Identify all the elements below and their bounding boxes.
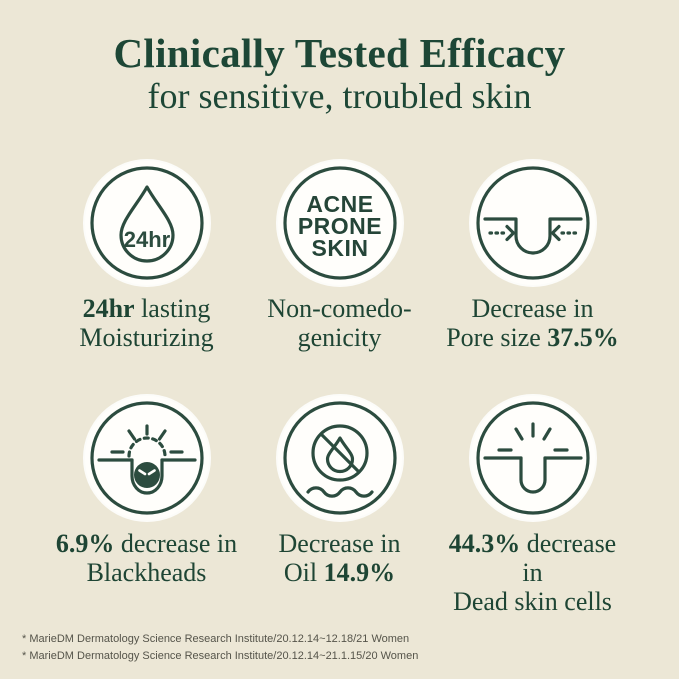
blackhead-icon <box>89 401 204 515</box>
water-drop-shape <box>118 185 175 263</box>
icon-disc: 24hr <box>84 160 209 285</box>
angry-face <box>137 469 156 476</box>
card-caption: Decrease in Pore size 37.5% <box>446 294 619 352</box>
card-caption: 44.3% decrease in Dead skin cells <box>436 529 629 616</box>
icon-skin-label: SKIN <box>311 235 368 261</box>
card-caption: 24hr lasting Moisturizing <box>79 294 213 352</box>
dashed-arc <box>126 436 167 458</box>
dead-skin-cells-icon <box>475 401 590 515</box>
page-subtitle: for sensitive, troubled skin <box>147 76 532 117</box>
caption-line: Moisturizing <box>79 322 214 352</box>
caption-line: Decrease in <box>471 293 594 323</box>
icon-disc <box>277 395 402 520</box>
no-oil-icon <box>282 401 397 515</box>
card-blackheads: 6.9% decrease in Blackheads <box>50 395 243 616</box>
caption-line: Pore size 37.5% <box>446 322 619 352</box>
arrow-right-chevron <box>504 224 515 241</box>
caption-line: Decrease in <box>278 528 401 558</box>
footnotes: * MarieDM Dermatology Science Research I… <box>22 631 418 665</box>
arrow-left-chevron <box>550 224 561 241</box>
icon-prone-label: PRONE <box>297 213 381 239</box>
header: Clinically Tested Efficacy for sensitive… <box>0 0 679 117</box>
footnote-line-1: * MarieDM Dermatology Science Research I… <box>22 632 410 645</box>
pore-shape <box>129 458 164 495</box>
icon-disc <box>84 395 209 520</box>
card-non-comedogenic: ACNE PRONE SKIN Non-comedo- genicity <box>243 160 436 352</box>
page-title: Clinically Tested Efficacy <box>113 30 566 76</box>
card-oil: Decrease in Oil 14.9% <box>243 395 436 616</box>
caption-line: genicity <box>297 322 382 352</box>
caption-line: Oil 14.9% <box>283 558 396 588</box>
oil-drop-shape <box>325 436 354 474</box>
icon-acne-label: ACNE <box>306 191 373 217</box>
pore-shape <box>518 456 547 494</box>
card-dead-skin: 44.3% decrease in Dead skin cells <box>436 395 629 616</box>
caption-line: 44.3% decrease in <box>448 528 617 588</box>
caption-line: 6.9% decrease in <box>55 528 238 558</box>
caption-line: 24hr lasting <box>82 293 211 323</box>
icon-disc <box>470 395 595 520</box>
rays <box>496 422 569 452</box>
footnote-line-2: * MarieDM Dermatology Science Research I… <box>22 649 419 662</box>
moisture-drop-icon: 24hr <box>89 166 204 280</box>
acne-prone-skin-icon: ACNE PRONE SKIN <box>282 166 397 280</box>
caption-line: Non-comedo- <box>267 293 412 323</box>
slash <box>319 432 360 474</box>
prohibition-circle <box>310 424 369 482</box>
rays <box>109 424 184 454</box>
card-caption: 6.9% decrease in Blackheads <box>56 529 237 587</box>
card-pore-size: Decrease in Pore size 37.5% <box>436 160 629 352</box>
card-caption: Non-comedo- genicity <box>267 294 411 352</box>
blackhead-dot <box>133 461 160 488</box>
wave-line <box>305 486 374 498</box>
efficacy-grid: 24hr 24hr lasting Moisturizing ACNE PRON… <box>0 160 679 617</box>
card-caption: Decrease in Oil 14.9% <box>279 529 401 587</box>
card-moisturizing: 24hr 24hr lasting Moisturizing <box>50 160 243 352</box>
icon-24hr-label: 24hr <box>123 227 170 252</box>
icon-disc <box>470 160 595 285</box>
pore-shrink-icon <box>475 166 590 280</box>
caption-line: Dead skin cells <box>453 587 612 617</box>
pore-shape <box>482 217 583 255</box>
icon-disc: ACNE PRONE SKIN <box>277 160 402 285</box>
caption-line: Blackheads <box>86 558 207 588</box>
